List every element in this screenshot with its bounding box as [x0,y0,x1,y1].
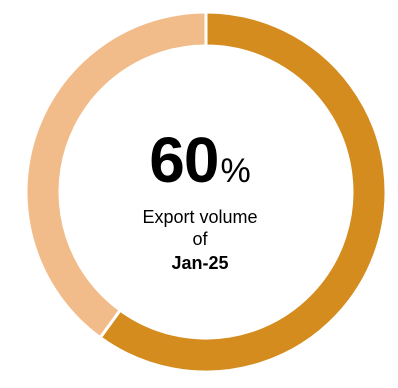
label-line-3: Jan-25 [171,253,229,273]
percentage-unit: % [220,152,251,190]
label-line-2: of [192,229,208,249]
percentage-number: 60 [149,124,219,196]
percentage-value: 60% [110,128,290,192]
label-line-1: Export volume [142,207,258,227]
donut-slice-remaining [24,10,208,340]
center-label: 60% Export volume of Jan-25 [110,128,290,274]
donut-slice-export-volume [98,10,388,374]
